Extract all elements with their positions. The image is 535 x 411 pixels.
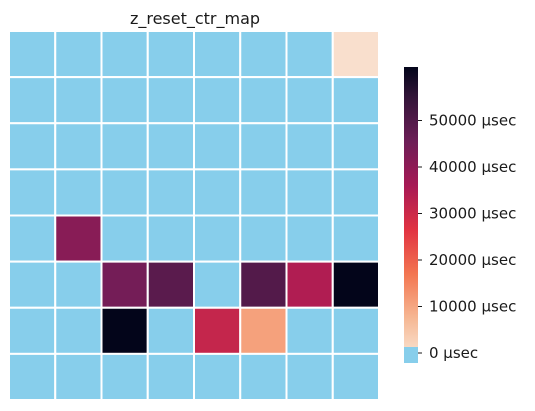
heatmap-cell bbox=[146, 306, 195, 355]
heatmap-cell bbox=[54, 352, 103, 401]
heatmap-cell bbox=[331, 214, 380, 263]
heatmap-cell bbox=[54, 122, 103, 171]
heatmap-cell bbox=[285, 214, 334, 263]
heatmap-cell bbox=[239, 168, 288, 217]
heatmap-cell bbox=[8, 168, 57, 217]
colorbar-tick-label: 0 µsec bbox=[429, 344, 478, 362]
heatmap-cell bbox=[146, 168, 195, 217]
heatmap-cell bbox=[285, 168, 334, 217]
heatmap-cell bbox=[239, 214, 288, 263]
heatmap-grid bbox=[8, 30, 380, 401]
heatmap-cell bbox=[193, 306, 242, 355]
heatmap-cell bbox=[100, 352, 149, 401]
heatmap-cell bbox=[239, 76, 288, 125]
heatmap-cell bbox=[54, 260, 103, 309]
heatmap-cell bbox=[285, 260, 334, 309]
heatmap-cell bbox=[239, 260, 288, 309]
heatmap-cell bbox=[331, 30, 380, 79]
heatmap-cell bbox=[239, 122, 288, 171]
heatmap-cell bbox=[54, 168, 103, 217]
colorbar-tick-label: 10000 µsec bbox=[429, 298, 516, 316]
heatmap-cell bbox=[54, 30, 103, 79]
heatmap-cell bbox=[8, 122, 57, 171]
heatmap-cell bbox=[285, 76, 334, 125]
heatmap-cell bbox=[54, 306, 103, 355]
colorbar-zero-swatch bbox=[404, 347, 418, 363]
heatmap-cell bbox=[331, 352, 380, 401]
heatmap-cell bbox=[193, 76, 242, 125]
heatmap-cell bbox=[100, 306, 149, 355]
heatmap-cell bbox=[54, 76, 103, 125]
heatmap-cell bbox=[239, 352, 288, 401]
colorbar-tick-label: 20000 µsec bbox=[429, 251, 516, 269]
heatmap-cell bbox=[8, 214, 57, 263]
heatmap-cell bbox=[100, 76, 149, 125]
colorbar: 0 µsec 10000 µsec 20000 µsec 30000 µsec 4000… bbox=[404, 67, 516, 363]
heatmap-cell bbox=[285, 306, 334, 355]
heatmap-cell bbox=[331, 168, 380, 217]
heatmap-cell bbox=[100, 122, 149, 171]
heatmap-cell bbox=[285, 352, 334, 401]
heatmap-cell bbox=[193, 30, 242, 79]
heatmap-cell bbox=[193, 352, 242, 401]
heatmap-cell bbox=[146, 122, 195, 171]
heatmap-cell bbox=[331, 306, 380, 355]
heatmap-cell bbox=[8, 306, 57, 355]
chart-title: z_reset_ctr_map bbox=[130, 9, 260, 29]
heatmap-cell bbox=[8, 260, 57, 309]
heatmap-cell bbox=[146, 260, 195, 309]
colorbar-tick-label: 50000 µsec bbox=[429, 112, 516, 130]
heatmap-cell bbox=[146, 76, 195, 125]
heatmap-cell bbox=[193, 260, 242, 309]
heatmap-cell bbox=[8, 352, 57, 401]
heatmap-cell bbox=[8, 30, 57, 79]
heatmap-cell bbox=[331, 122, 380, 171]
heatmap-cell bbox=[239, 30, 288, 79]
heatmap-cell bbox=[8, 76, 57, 125]
heatmap-cell bbox=[331, 76, 380, 125]
heatmap-cell bbox=[100, 214, 149, 263]
heatmap-cell bbox=[331, 260, 380, 309]
heatmap-cell bbox=[54, 214, 103, 263]
heatmap-cell bbox=[146, 352, 195, 401]
heatmap-cell bbox=[285, 30, 334, 79]
heatmap-cell bbox=[100, 260, 149, 309]
colorbar-tick-label: 30000 µsec bbox=[429, 205, 516, 223]
colorbar-tick-label: 40000 µsec bbox=[429, 158, 516, 176]
heatmap-cell bbox=[100, 168, 149, 217]
colorbar-gradient bbox=[404, 67, 418, 363]
heatmap-cell bbox=[285, 122, 334, 171]
heatmap-cell bbox=[146, 30, 195, 79]
heatmap-cell bbox=[146, 214, 195, 263]
heatmap-cell bbox=[193, 214, 242, 263]
heatmap-cell bbox=[100, 30, 149, 79]
heatmap-cell bbox=[193, 168, 242, 217]
heatmap-cell bbox=[239, 306, 288, 355]
heatmap-cell bbox=[193, 122, 242, 171]
